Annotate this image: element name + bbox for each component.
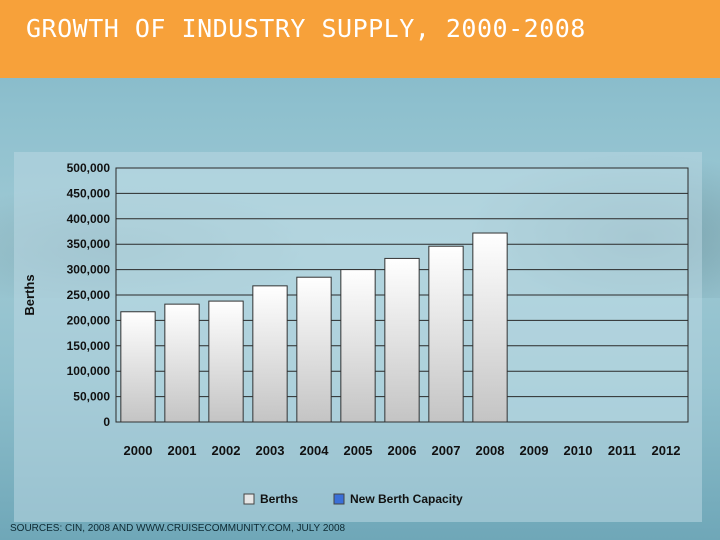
x-tick-label: 2011: [608, 443, 636, 458]
header-bar: GROWTH OF INDUSTRY SUPPLY, 2000-2008: [0, 0, 720, 78]
y-tick-label: 350,000: [67, 237, 111, 251]
y-tick-label: 300,000: [67, 263, 111, 277]
slide-title: GROWTH OF INDUSTRY SUPPLY, 2000-2008: [26, 14, 586, 43]
legend-swatch-new-berth-capacity: [333, 493, 345, 505]
x-tick-label: 2010: [564, 443, 593, 458]
x-tick-label: 2003: [256, 443, 285, 458]
x-tick-label: 2006: [388, 443, 417, 458]
y-axis-label: Berths: [22, 274, 37, 315]
y-tick-label: 0: [103, 415, 110, 429]
bar-berths-2001: [164, 303, 200, 423]
x-tick-label: 2001: [168, 443, 197, 458]
x-tick-label: 2004: [300, 443, 330, 458]
y-tick-label: 200,000: [67, 313, 111, 327]
y-tick-label: 100,000: [67, 364, 111, 378]
y-tick-label: 250,000: [67, 288, 111, 302]
bar-berths-2002: [208, 300, 244, 423]
y-tick-label: 150,000: [67, 339, 111, 353]
x-tick-label: 2009: [520, 443, 549, 458]
y-tick-label: 50,000: [73, 390, 110, 404]
x-tick-label: 2007: [432, 443, 461, 458]
bar-berths-2008: [472, 232, 508, 423]
x-tick-label: 2005: [344, 443, 373, 458]
legend-label-new-berth-capacity: New Berth Capacity: [350, 492, 463, 506]
bar-berths-2007: [428, 245, 464, 423]
bar-berths-2000: [120, 311, 156, 423]
x-tick-label: 2012: [652, 443, 681, 458]
y-tick-label: 400,000: [67, 212, 111, 226]
bar-berths-2006: [384, 257, 420, 423]
y-tick-label: 450,000: [67, 186, 111, 200]
bar-berths-2004: [296, 276, 332, 423]
x-tick-label: 2000: [124, 443, 153, 458]
bar-berths-2005: [340, 269, 376, 423]
x-tick-label: 2002: [212, 443, 241, 458]
source-footnote: SOURCES: CIN, 2008 AND WWW.CRUISECOMMUNI…: [10, 523, 346, 534]
legend-label-berths: Berths: [260, 492, 298, 506]
x-tick-label: 2008: [476, 443, 505, 458]
bar-berths-2003: [252, 285, 288, 423]
y-tick-label: 500,000: [67, 161, 111, 175]
legend-swatch-berths: [243, 493, 255, 505]
chart-legend: Berths New Berth Capacity: [243, 492, 463, 506]
